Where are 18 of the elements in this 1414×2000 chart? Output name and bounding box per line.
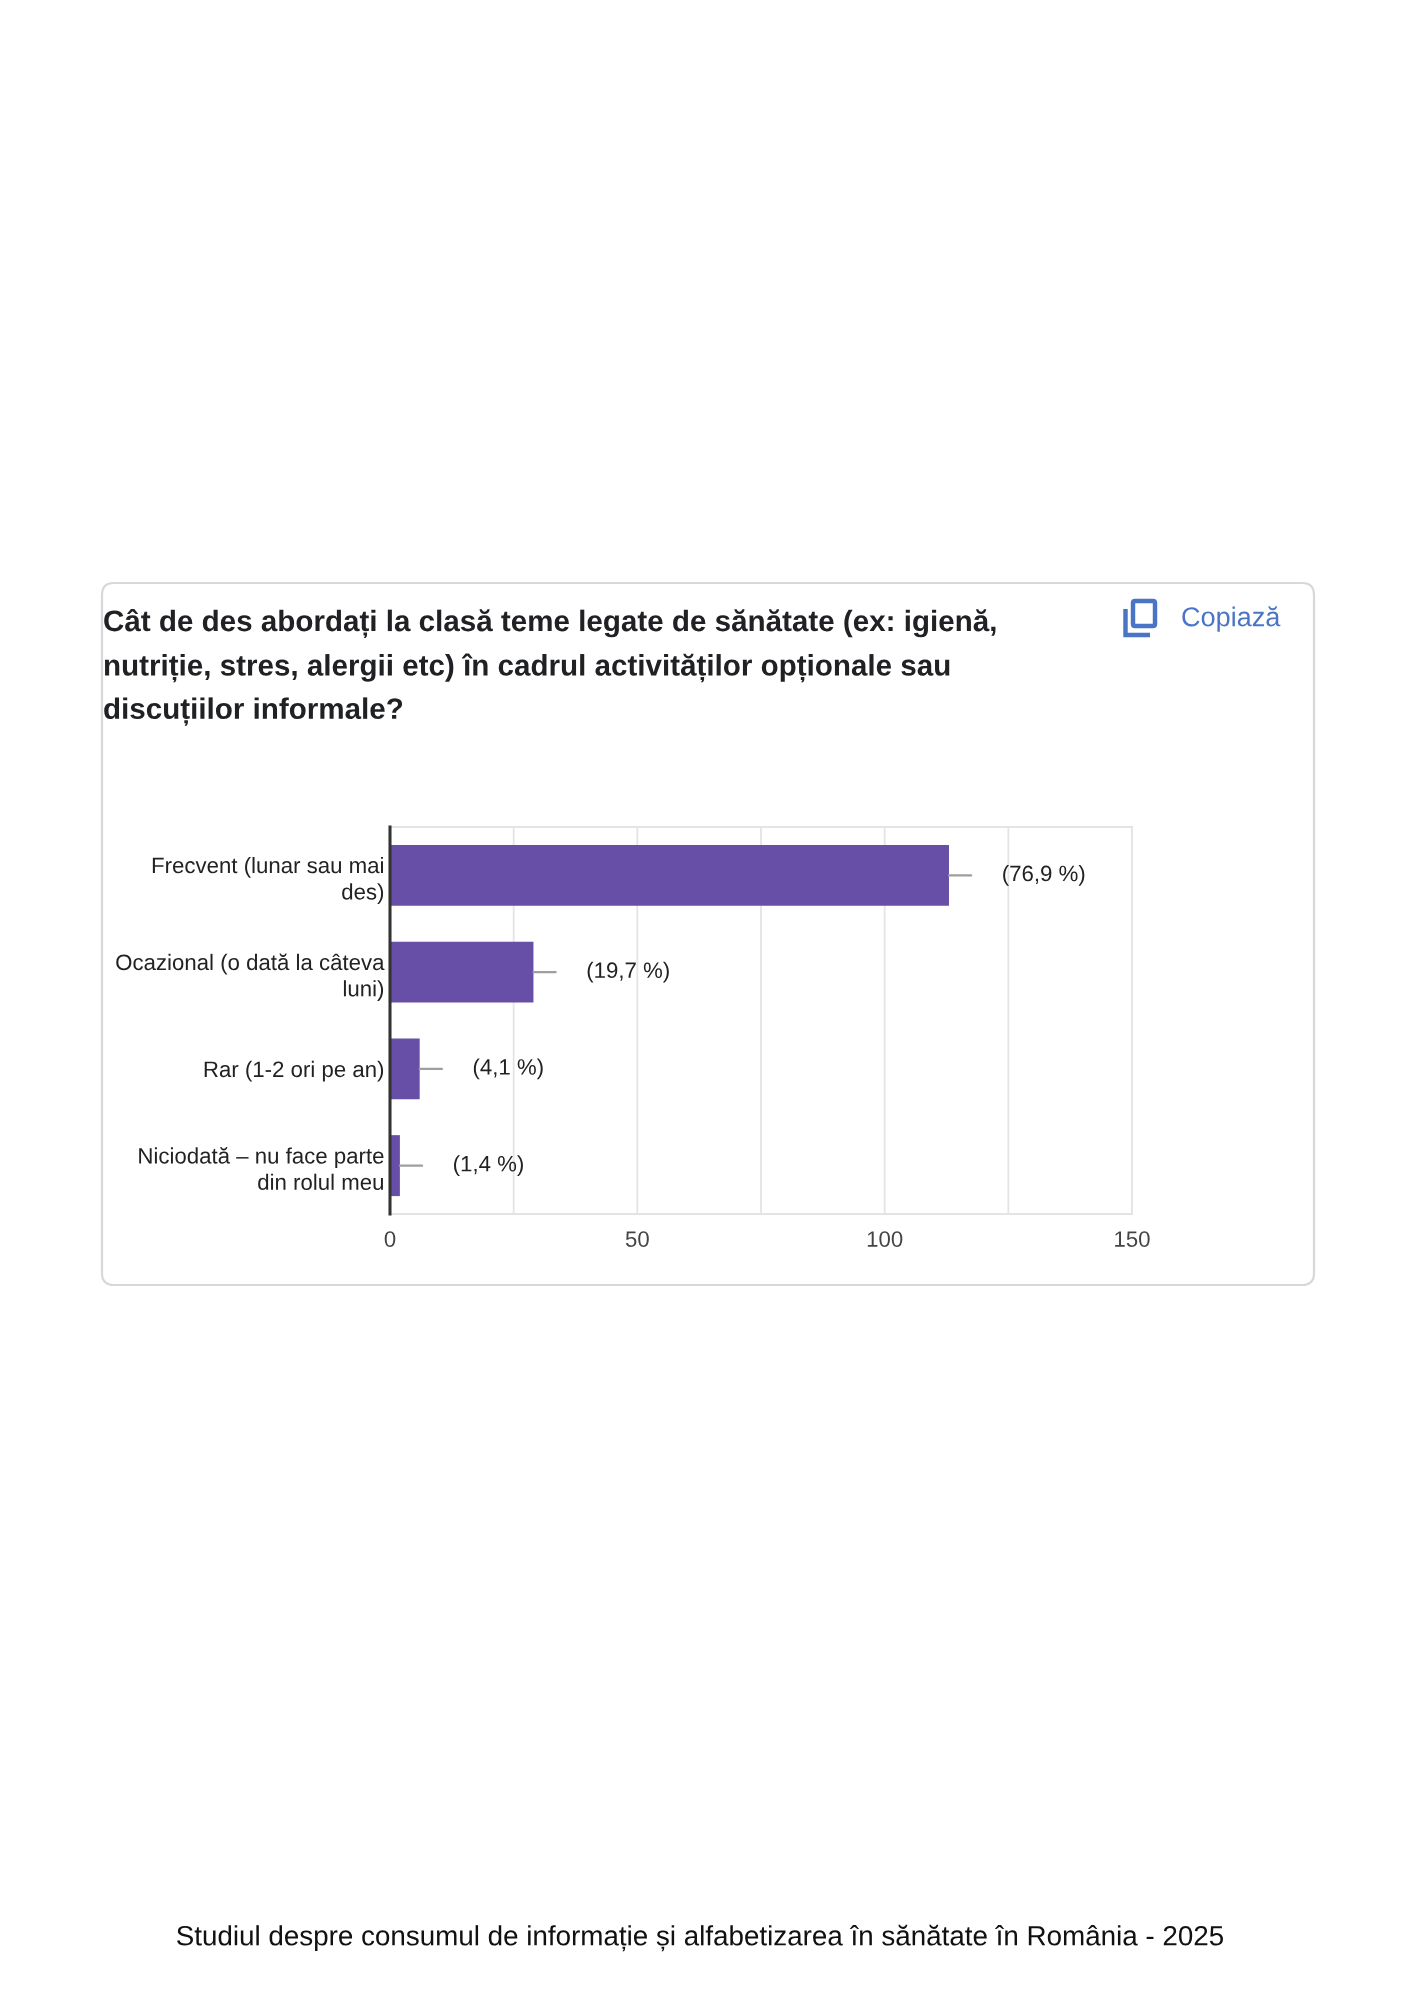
annotation: (76,9 %) bbox=[1003, 865, 1085, 886]
x-tick-label: 50 bbox=[625, 1231, 649, 1247]
y-tick-label: Rar (1-2 ori pe an) bbox=[204, 1060, 384, 1082]
text: Studiul despre consumul de informație și alfabetizarea în sănătate în România - 2025 bbox=[177, 1924, 1224, 1952]
y-tick-label: Ocazional (o dată la câteva luni) bbox=[116, 953, 385, 1001]
annotation: (4,1 %) bbox=[473, 1058, 543, 1080]
x-tick-label: 100 bbox=[867, 1231, 903, 1247]
text: Copiază bbox=[1182, 606, 1281, 632]
annotation: (1,4 %) bbox=[454, 1155, 523, 1176]
x-tick-label: 0 bbox=[384, 1231, 396, 1247]
y-tick-label: Niciodată – nu face parte din rolul meu bbox=[139, 1147, 384, 1191]
bar bbox=[390, 941, 534, 1003]
x-tick-label: 150 bbox=[1115, 1231, 1150, 1247]
annotation: (19,7 %) bbox=[587, 961, 669, 983]
bar bbox=[390, 844, 949, 906]
y-tick-label: Frecvent (lunar sau mai des) bbox=[152, 856, 384, 905]
bar bbox=[390, 1038, 420, 1100]
chart-title: Cât de des abordați la clasă teme legate de sănătate (ex: igienă, nutriție, stres, alergii etc) în cadrul activităților opționale sau discuțiilor informale? bbox=[104, 609, 996, 726]
